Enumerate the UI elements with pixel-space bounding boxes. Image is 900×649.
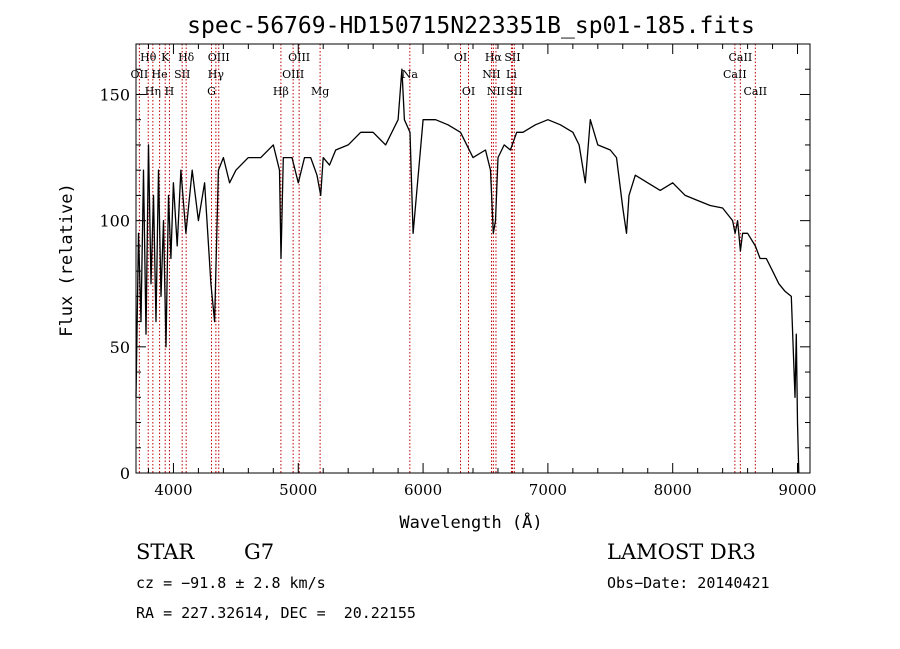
line-label: K <box>161 51 170 64</box>
line-label: NII <box>487 85 505 98</box>
spectrum-line <box>135 68 800 474</box>
line-label: CaII <box>723 68 747 81</box>
line-label: SII <box>174 68 190 81</box>
line-markers <box>138 44 756 473</box>
line-label: Li <box>506 68 517 81</box>
x-tick-label: 6000 <box>404 481 442 499</box>
y-tick-label: 150 <box>99 85 130 104</box>
line-label: SII <box>506 85 522 98</box>
axes: 4000 5000 6000 7000 8000 9000 0 50 100 150 <box>99 43 817 499</box>
line-label: SII <box>504 51 520 64</box>
x-tick-label: 5000 <box>279 481 317 499</box>
line-label: G <box>207 85 216 98</box>
spectral-subclass: G7 <box>244 540 275 564</box>
line-label: Hγ <box>208 68 225 81</box>
y-tick-label: 100 <box>99 212 130 231</box>
line-label: He <box>152 68 168 81</box>
line-label: H <box>165 85 175 98</box>
line-label: Mg <box>311 85 329 98</box>
line-label: OIII <box>288 51 310 64</box>
plot-frame <box>135 43 811 474</box>
line-label: Hθ <box>140 51 157 64</box>
line-label: Hβ <box>273 85 289 98</box>
line-label: OIII <box>282 68 304 81</box>
line-label: NII <box>482 68 500 81</box>
observation-date: Obs−Date: 20140421 <box>607 574 770 592</box>
spectrum-series <box>135 68 800 474</box>
chart-title: spec-56769-HD150715N223351B_sp01-185.fit… <box>187 13 755 39</box>
line-label: Na <box>402 68 419 81</box>
line-label: Hη <box>145 85 161 98</box>
y-tick-label: 50 <box>110 338 130 357</box>
line-label: Hδ <box>178 51 195 64</box>
y-tick-label: 0 <box>120 464 130 483</box>
x-tick-label: 9000 <box>778 481 816 499</box>
redshift-velocity: cz = −91.8 ± 2.8 km/s <box>136 574 326 592</box>
line-label: OI <box>462 85 475 98</box>
coordinates: RA = 227.32614, DEC = 20.22155 <box>136 604 416 622</box>
line-label: CaII <box>743 85 767 98</box>
line-label: Hα <box>485 51 503 64</box>
x-tick-label: 7000 <box>529 481 567 499</box>
x-tick-label: 4000 <box>154 481 192 499</box>
x-tick-label: 8000 <box>654 481 692 499</box>
line-label: CaII <box>729 51 753 64</box>
y-axis-label: Flux (relative) <box>57 183 77 337</box>
x-axis-label: Wavelength (Å) <box>399 511 542 533</box>
line-labels: Hθ K Hδ OII He SII Hγ Hη H OIII G OIII OIII Hβ Mg Na OI O… <box>131 51 768 98</box>
survey-release: LAMOST DR3 <box>607 540 756 564</box>
object-type: STAR <box>136 540 195 564</box>
line-label: OII <box>131 68 149 81</box>
line-label: OIII <box>208 51 230 64</box>
line-label: OI <box>454 51 467 64</box>
